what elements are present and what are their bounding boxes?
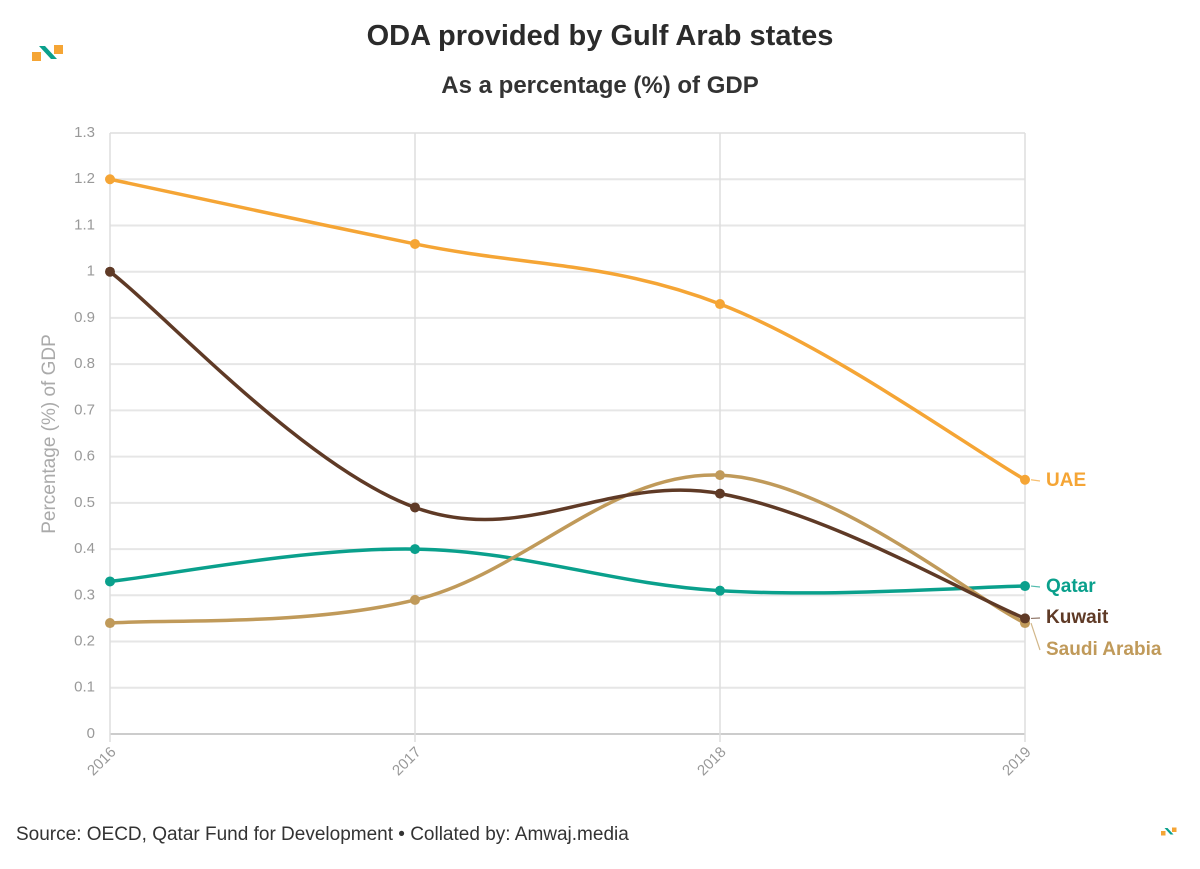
- y-tick-label: 1.1: [74, 216, 95, 233]
- y-tick-label: 0.8: [74, 355, 95, 372]
- data-point-saudi-arabia: [715, 470, 725, 481]
- y-tick-label: 1.3: [74, 124, 95, 141]
- data-point-qatar: [105, 576, 115, 587]
- y-tick-label: 0.5: [74, 494, 95, 511]
- y-tick-label: 0: [87, 725, 95, 742]
- data-point-uae: [105, 174, 115, 185]
- x-tick-label: 2018: [694, 744, 730, 780]
- data-point-uae: [410, 238, 420, 249]
- data-point-uae: [1020, 474, 1030, 485]
- y-tick-label: 1.2: [74, 170, 95, 187]
- series-line-kuwait: [108, 269, 1027, 621]
- series-labels: UAE Qatar Saudi Arabia Kuwait: [1030, 470, 1162, 660]
- series-line-uae: [108, 177, 1027, 482]
- x-tick-label: 2017: [389, 744, 425, 780]
- y-axis-ticks: 0 0.1 0.2 0.3 0.4 0.5 0.6 0.7 0.8 0.9 1 1.1 1.2 1.3: [74, 124, 95, 742]
- series-group: [105, 174, 1030, 629]
- series-label-uae: UAE: [1046, 470, 1086, 491]
- logo-small-teal-slash: [1164, 828, 1174, 835]
- y-tick-label: 0.1: [74, 679, 95, 696]
- chart-subtitle: As a percentage (%) of GDP: [441, 72, 759, 99]
- series-label-qatar: Qatar: [1046, 576, 1096, 597]
- data-point-kuwait: [410, 502, 420, 513]
- data-point-kuwait: [105, 266, 115, 277]
- y-axis-label: Percentage (%) of GDP: [39, 334, 60, 534]
- y-tick-label: 0.9: [74, 309, 95, 326]
- logo-teal-slash: [39, 46, 57, 59]
- y-tick-label: 0.3: [74, 586, 95, 603]
- x-axis-ticks: 2016 2017 2018 2019: [84, 744, 1035, 780]
- leader-line-saudi-arabia: [1030, 622, 1041, 651]
- y-tick-label: 0.6: [74, 448, 95, 465]
- series-label-kuwait: Kuwait: [1046, 607, 1109, 628]
- data-point-kuwait: [1020, 613, 1030, 624]
- series-line-saudi-arabia: [108, 473, 1027, 625]
- data-point-qatar: [715, 585, 725, 596]
- logo-small-orange-block-2: [1172, 827, 1177, 832]
- y-tick-label: 0.2: [74, 633, 95, 650]
- grid-lines: [109, 132, 1026, 742]
- data-point-saudi-arabia: [105, 618, 115, 629]
- y-tick-label: 0.7: [74, 401, 95, 418]
- series-line-qatar: [108, 547, 1027, 595]
- y-tick-label: 1: [87, 263, 95, 280]
- y-tick-label: 0.4: [74, 540, 95, 557]
- series-label-saudi-arabia: Saudi Arabia: [1046, 639, 1162, 660]
- leader-line-uae: [1030, 479, 1041, 482]
- logo-orange-block-2: [54, 45, 63, 54]
- leader-line-qatar: [1030, 585, 1041, 588]
- x-tick-label: 2019: [999, 744, 1035, 780]
- logo-orange-block: [32, 52, 41, 61]
- x-tick-label: 2016: [84, 744, 120, 780]
- chart-title: ODA provided by Gulf Arab states: [366, 20, 834, 52]
- data-point-saudi-arabia: [410, 594, 420, 605]
- data-point-uae: [715, 299, 725, 310]
- amwaj-logo-small-icon: [1161, 827, 1177, 836]
- amwaj-logo-icon: [32, 45, 63, 61]
- data-point-qatar: [410, 544, 420, 555]
- data-point-qatar: [1020, 581, 1030, 592]
- data-point-kuwait: [715, 488, 725, 499]
- source-note: Source: OECD, Qatar Fund for Development…: [16, 824, 629, 845]
- logo-small-orange-block: [1161, 831, 1166, 836]
